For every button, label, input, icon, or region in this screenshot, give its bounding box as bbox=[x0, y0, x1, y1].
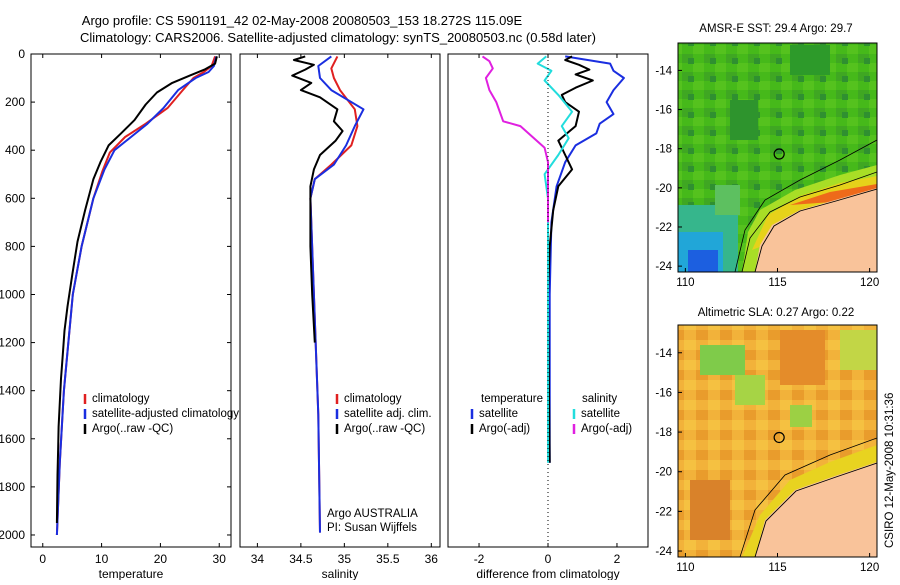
legend-label: satellite bbox=[581, 408, 620, 420]
map-y-tick-label: -20 bbox=[655, 183, 672, 195]
legend-label: Argo(-adj) bbox=[581, 423, 632, 435]
sst-argo-marker bbox=[773, 148, 785, 160]
map-y-tick-label: -20 bbox=[655, 467, 672, 479]
y-tick-label: 200 bbox=[5, 95, 25, 109]
x-tick-label: 36 bbox=[425, 552, 439, 566]
sst-map: AMSR-E SST: 29.4 Argo: 29.7 110 115 120 -14… bbox=[655, 23, 879, 289]
sst-map-title: AMSR-E SST: 29.4 Argo: 29.7 bbox=[699, 23, 852, 35]
temperature-legend: climatology satellite-adjusted climatolog… bbox=[83, 393, 239, 435]
salinity-legend: climatology satellite adj. clim. Argo(..ra… bbox=[335, 393, 432, 435]
salinity-panel: 34 34.5 35 35.5 36 salinity climatology satelli… bbox=[239, 53, 441, 581]
map-x-tick-label: 115 bbox=[768, 562, 786, 574]
map-y-tick-label: -18 bbox=[655, 427, 672, 439]
map-x-tick-label: 110 bbox=[676, 277, 694, 289]
series-argo-raw bbox=[55, 56, 218, 524]
map-y-tick-label: -18 bbox=[655, 144, 672, 156]
map-y-tick-label: -16 bbox=[655, 105, 672, 117]
map-y-tick-label: -14 bbox=[655, 65, 672, 77]
sla-argo-marker bbox=[773, 431, 785, 444]
map-y-tick-label: -24 bbox=[655, 261, 672, 273]
sla-map: Altimetric SLA: 0.27 Argo: 0.22 110 115 12… bbox=[655, 307, 879, 574]
x-tick-label: -2 bbox=[474, 552, 485, 566]
x-tick-label: 35 bbox=[338, 552, 352, 566]
legend-label: climatology bbox=[92, 393, 150, 405]
figure-title-line1: Argo profile: CS 5901191_42 02-May-2008 … bbox=[82, 13, 523, 28]
series-salinity-argo-adj- bbox=[481, 55, 549, 223]
legend-label: satellite adj. clim. bbox=[344, 408, 432, 420]
legend-label: Argo(-adj) bbox=[479, 423, 530, 435]
series-satellite-adj-clim- bbox=[309, 55, 365, 533]
y-tick-label: 1200 bbox=[0, 336, 25, 350]
legend-label: satellite-adjusted climatology bbox=[92, 408, 239, 420]
pi-annotation: PI: Susan Wijffels bbox=[327, 522, 417, 534]
figure-title-line2: Climatology: CARS2006. Satellite-adjuste… bbox=[80, 30, 596, 45]
difference-panel-xlabel: difference from climatology bbox=[476, 567, 619, 580]
y-tick-label: 800 bbox=[5, 239, 25, 253]
x-tick-label: 34 bbox=[251, 552, 265, 566]
legend-label: climatology bbox=[344, 393, 402, 405]
x-tick-label: 10 bbox=[95, 552, 109, 566]
map-y-tick-label: -14 bbox=[655, 348, 672, 360]
x-tick-label: 0 bbox=[39, 552, 46, 566]
salinity-panel-frame bbox=[239, 53, 441, 548]
series-temperature-argo-adj- bbox=[547, 55, 594, 463]
map-x-tick-label: 110 bbox=[676, 562, 694, 574]
difference-legend: temperature salinity satellite satellite Arg… bbox=[470, 393, 632, 435]
temperature-panel-frame bbox=[30, 53, 232, 548]
legend-heading: salinity bbox=[582, 393, 617, 405]
y-tick-label: 1000 bbox=[0, 287, 25, 301]
map-x-tick-label: 120 bbox=[860, 277, 879, 289]
map-y-tick-label: -24 bbox=[655, 546, 672, 558]
platform-annotation: Argo AUSTRALIA bbox=[327, 508, 418, 520]
legend-label: satellite bbox=[479, 408, 518, 420]
map-y-tick-label: -16 bbox=[655, 387, 672, 399]
x-tick-label: 2 bbox=[614, 552, 621, 566]
series-climatology bbox=[309, 55, 359, 533]
salinity-panel-xlabel: salinity bbox=[322, 567, 359, 580]
temperature-panel: 0 10 20 30 0 200 400 600 800 1000 1200 1400 1600 1800… bbox=[0, 47, 239, 581]
temperature-panel-xlabel: temperature bbox=[99, 567, 164, 580]
map-x-tick-label: 115 bbox=[768, 277, 786, 289]
x-tick-label: 35.5 bbox=[376, 552, 400, 566]
series-climatology bbox=[55, 56, 217, 536]
y-tick-label: 1400 bbox=[0, 384, 25, 398]
x-tick-label: 34.5 bbox=[289, 552, 313, 566]
x-tick-label: 0 bbox=[545, 552, 552, 566]
y-tick-label: 400 bbox=[5, 143, 25, 157]
legend-label: Argo(..raw -QC) bbox=[92, 423, 173, 435]
map-x-tick-label: 120 bbox=[860, 562, 879, 574]
series-temperature-satellite bbox=[548, 55, 625, 463]
y-tick-label: 1600 bbox=[0, 432, 25, 446]
sla-map-title: Altimetric SLA: 0.27 Argo: 0.22 bbox=[698, 307, 855, 319]
y-tick-label: 2000 bbox=[0, 528, 25, 542]
series-satellite-adjusted-climatology bbox=[55, 56, 218, 536]
legend-heading: temperature bbox=[481, 393, 543, 405]
sst-map-field bbox=[678, 43, 877, 272]
map-y-tick-label: -22 bbox=[655, 506, 672, 518]
y-tick-label: 600 bbox=[5, 191, 25, 205]
y-tick-label: 1800 bbox=[0, 480, 25, 494]
sla-map-field bbox=[678, 325, 877, 557]
x-tick-label: 20 bbox=[154, 552, 168, 566]
timestamp-label: CSIRO 12-May-2008 10:31:36 bbox=[884, 393, 896, 548]
y-tick-label: 0 bbox=[18, 47, 25, 61]
map-y-tick-label: -22 bbox=[655, 222, 672, 234]
x-tick-label: 30 bbox=[213, 552, 227, 566]
legend-label: Argo(..raw -QC) bbox=[344, 423, 425, 435]
series-argo-raw bbox=[291, 55, 344, 343]
